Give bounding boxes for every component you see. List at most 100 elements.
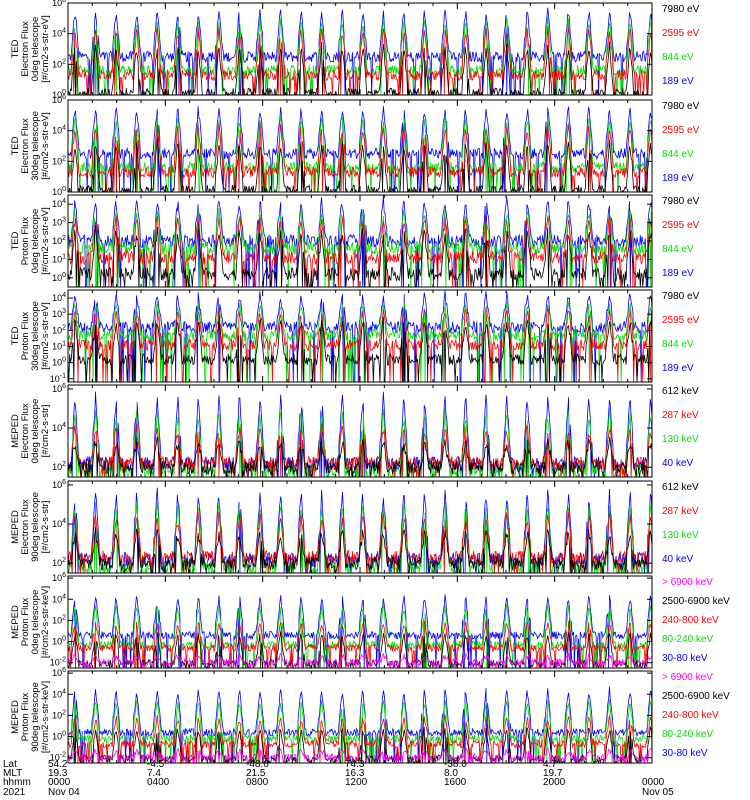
y-axis-label-line: Proton Flux bbox=[20, 597, 31, 646]
legend-entry: 240-800 keV bbox=[662, 615, 719, 626]
series-line bbox=[68, 316, 652, 382]
legend-entry: 287 keV bbox=[662, 410, 699, 421]
footer-value: 0000 bbox=[48, 777, 71, 788]
y-axis-label-line: TED bbox=[10, 231, 21, 250]
y-tick-label: 102 bbox=[52, 557, 66, 568]
legend-entry: 189 eV bbox=[662, 363, 694, 374]
y-axis-label-line: 90deg telescope bbox=[30, 492, 41, 562]
legend-entry: 130 keV bbox=[662, 434, 699, 445]
footer-value: 8.0 bbox=[444, 768, 458, 779]
y-axis-label-line: TED bbox=[10, 326, 21, 345]
legend-entry: 80-240 keV bbox=[662, 729, 713, 740]
y-tick-label: 100 bbox=[52, 186, 66, 197]
series-line bbox=[68, 620, 652, 668]
y-axis-label-line: MEPED bbox=[10, 605, 21, 639]
y-axis-label-line: MEPED bbox=[10, 700, 21, 734]
legend-entry: 287 keV bbox=[662, 506, 699, 517]
y-tick-label: 100 bbox=[52, 636, 66, 647]
y-axis-label-line: Proton Flux bbox=[20, 692, 31, 741]
legend-entry: 844 eV bbox=[662, 52, 694, 63]
y-axis-label-line: TED bbox=[10, 39, 21, 58]
series-line bbox=[68, 208, 652, 287]
y-axis-label: MEPED Electron Flux 0deg telescope [#/cm2-s… bbox=[10, 399, 51, 463]
y-axis-label-line: MEPED bbox=[10, 510, 21, 544]
legend-entry: 130 keV bbox=[662, 530, 699, 541]
y-axis-label-line: [#/cm2-s-str-eV] bbox=[40, 302, 51, 370]
legend-entry: 2595 eV bbox=[662, 220, 700, 231]
y-axis-label-line: Electron Flux bbox=[20, 21, 31, 77]
series-line bbox=[68, 195, 652, 287]
series-line bbox=[68, 423, 652, 477]
y-tick-label: 104 bbox=[52, 518, 66, 529]
series-line bbox=[68, 300, 652, 382]
y-tick-label: 106 bbox=[52, 94, 66, 105]
series-line bbox=[68, 307, 652, 382]
panel-4: 104 103 102 101 100 10-1 TED Proton Flux 30deg t… bbox=[10, 289, 700, 384]
legend-entry: 2500-6900 keV bbox=[662, 691, 730, 702]
series-line bbox=[68, 122, 652, 192]
footer-value: 0000 bbox=[642, 777, 665, 788]
y-tick-label: 106 bbox=[52, 0, 66, 8]
legend-entry: 7980 eV bbox=[662, 196, 700, 207]
series-line bbox=[68, 16, 652, 95]
y-axis-label-line: 30deg telescope bbox=[30, 111, 41, 181]
legend-entry: 7980 eV bbox=[662, 101, 700, 112]
y-axis-label: MEPED Proton Flux 0deg telescope [#/cm2-s-s… bbox=[10, 586, 51, 658]
y-tick-label: 102 bbox=[52, 155, 66, 166]
y-axis-label-line: [#/cm2-s-str] bbox=[40, 405, 51, 458]
y-tick-label: 101 bbox=[52, 253, 66, 264]
legend-entry: 2595 eV bbox=[662, 315, 700, 326]
footer-value: 19.3 bbox=[48, 768, 68, 779]
legend-entry: > 6900 keV bbox=[662, 577, 713, 588]
series-line bbox=[68, 290, 652, 382]
y-tick-label: 102 bbox=[52, 58, 66, 69]
y-axis-label: MEPED Electron Flux 90deg telescope [#/cm2-… bbox=[10, 492, 51, 562]
footer-value: 7.4 bbox=[147, 768, 161, 779]
footer-value: 0800 bbox=[246, 777, 269, 788]
y-tick-label: 104 bbox=[52, 292, 66, 303]
legend-entry: 189 eV bbox=[662, 173, 694, 184]
y-axis-label-line: 30deg telescope bbox=[30, 301, 41, 371]
series-line bbox=[68, 686, 652, 763]
y-axis-label-line: [#/cm2-s-str-keV] bbox=[40, 681, 51, 753]
y-tick-label: 102 bbox=[52, 235, 66, 246]
legend-entry: 2595 eV bbox=[662, 125, 700, 136]
footer-value: 19.7 bbox=[543, 768, 563, 779]
footer-value: Nov 05 bbox=[642, 787, 674, 798]
legend-entry: 30-80 keV bbox=[662, 748, 708, 759]
footer-value: 21.5 bbox=[246, 768, 266, 779]
legend-entry: 80-240 keV bbox=[662, 634, 713, 645]
y-axis-label-line: [#/cm2-s-str] bbox=[40, 501, 51, 554]
y-tick-label: 104 bbox=[52, 28, 66, 39]
footer-value: 1600 bbox=[444, 777, 467, 788]
series-line bbox=[68, 699, 652, 763]
footer-row-label: MLT bbox=[3, 768, 22, 779]
y-tick-label: 106 bbox=[52, 667, 66, 678]
y-tick-label: 100 bbox=[52, 357, 66, 368]
footer-value: 74.3 bbox=[345, 759, 365, 770]
y-tick-label: 104 bbox=[52, 125, 66, 136]
y-axis-label-line: Proton Flux bbox=[20, 216, 31, 265]
y-axis-label: MEPED Proton Flux 90deg telescope [#/cm2-s-… bbox=[10, 681, 51, 753]
y-axis-label-line: [#/cm2-s-str-eV] bbox=[40, 15, 51, 83]
footer-value: -4.5 bbox=[147, 759, 165, 770]
footer-value: -48.6 bbox=[246, 759, 269, 770]
legend-entry: 612 keV bbox=[662, 386, 699, 397]
y-tick-label: 100 bbox=[52, 89, 66, 100]
legend-entry: 7980 eV bbox=[662, 291, 700, 302]
y-tick-label: 10-1 bbox=[50, 373, 66, 384]
footer-value: 4.7 bbox=[543, 759, 557, 770]
footer-value: Nov 04 bbox=[48, 787, 80, 798]
y-tick-label: 104 bbox=[52, 688, 66, 699]
series-line bbox=[68, 224, 652, 287]
legend-entry: 189 eV bbox=[662, 76, 694, 87]
series-line bbox=[68, 511, 652, 573]
footer-row-label: 2021 bbox=[3, 787, 26, 798]
y-axis-label-line: Electron Flux bbox=[20, 499, 31, 555]
footer-value: -38.0 bbox=[444, 759, 467, 770]
